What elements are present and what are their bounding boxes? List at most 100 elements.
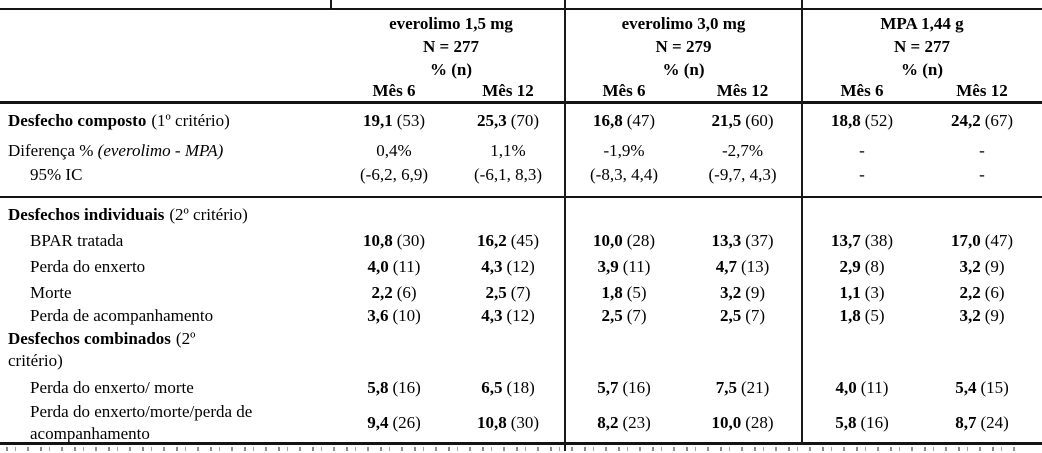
value-cell: 5,8 (16) bbox=[367, 378, 421, 397]
group-unit-label: % (n) bbox=[429, 60, 473, 79]
column-header-month6: Mês 6 bbox=[372, 81, 416, 100]
table-row-morte: Morte 2,2 (6) 2,5 (7) 1,8 (5) 3,2 (9) 1,1 (3)… bbox=[0, 280, 1042, 306]
value-cell: 0,4% bbox=[376, 141, 412, 160]
row-label: Desfecho composto (1º critério) bbox=[8, 111, 230, 130]
value-cell: -1,9% bbox=[603, 141, 645, 160]
row-label: 95% IC bbox=[30, 165, 83, 184]
table-row-perda-do-enxerto: Perda do enxerto 4,0 (11) 4,3 (12) 3,9 (11)… bbox=[0, 254, 1042, 280]
value-cell: 25,3 (70) bbox=[476, 111, 540, 130]
value-cell: 3,9 (11) bbox=[597, 257, 651, 276]
value-cell: 1,1% bbox=[490, 141, 526, 160]
value-cell: 7,5 (21) bbox=[715, 378, 770, 397]
value-cell: 2,5 (7) bbox=[485, 283, 531, 302]
group-sample-size: N = 277 bbox=[894, 37, 950, 56]
group-header-everolimo-3-0mg: everolimo 3,0 mg N = 279 % (n) bbox=[565, 12, 802, 81]
group-title: everolimo 1,5 mg bbox=[389, 14, 513, 33]
value-cell: (-6,2, 6,9) bbox=[360, 165, 428, 184]
row-label: Perda do enxerto/ morte bbox=[30, 378, 194, 397]
value-cell: 2,2 (6) bbox=[371, 283, 417, 302]
value-cell: 4,0 (11) bbox=[835, 378, 889, 397]
group-header-everolimo-1-5mg: everolimo 1,5 mg N = 277 % (n) bbox=[337, 12, 565, 81]
value-cell: (-9,7, 4,3) bbox=[708, 165, 777, 184]
value-cell: 16,2 (45) bbox=[476, 231, 540, 250]
group-unit-label: % (n) bbox=[662, 60, 705, 79]
value-cell: 2,5 (7) bbox=[601, 306, 647, 325]
row-label: Morte bbox=[30, 283, 72, 302]
value-cell: 4,3 (12) bbox=[481, 306, 535, 325]
value-cell: 5,8 (16) bbox=[835, 413, 889, 432]
table-row-desfecho-composto: Desfecho composto (1º critério) 19,1 (53) … bbox=[0, 104, 1042, 138]
value-cell: 2,2 (6) bbox=[959, 283, 1005, 302]
clipped-footnote-text-tops bbox=[6, 447, 1016, 451]
row-label: BPAR tratada bbox=[30, 231, 124, 250]
value-cell: 4,3 (12) bbox=[481, 257, 535, 276]
table-bottom-rule bbox=[0, 442, 1042, 445]
value-cell: - bbox=[979, 141, 985, 160]
month-header-row: Mês 6 Mês 12 Mês 6 Mês 12 Mês 6 Mês 12 bbox=[0, 79, 1042, 103]
value-cell: 21,5 (60) bbox=[711, 111, 774, 130]
column-header-month12: Mês 12 bbox=[716, 81, 769, 100]
value-cell: 10,0 (28) bbox=[592, 231, 656, 250]
value-cell: 3,2 (9) bbox=[959, 257, 1005, 276]
group-separator-1 bbox=[564, 0, 566, 451]
group-sample-size: N = 277 bbox=[423, 37, 479, 56]
value-cell: - bbox=[859, 141, 865, 160]
value-cell: - bbox=[859, 165, 865, 184]
table-top-rule bbox=[0, 8, 1042, 10]
section-label: Desfechos combinados (2º critério) bbox=[8, 329, 196, 370]
column-header-month12: Mês 12 bbox=[956, 81, 1008, 100]
label-column-border-tick bbox=[330, 0, 332, 9]
table-row-perda-de-acompanhamento: Perda de acompanhamento 3,6 (10) 4,3 (12) … bbox=[0, 303, 1042, 329]
group-header-mpa-1-44g: MPA 1,44 g N = 277 % (n) bbox=[802, 12, 1042, 81]
value-cell: 1,8 (5) bbox=[601, 283, 647, 302]
column-header-month6: Mês 6 bbox=[602, 81, 646, 100]
value-cell: 18,8 (52) bbox=[830, 111, 894, 130]
value-cell: - bbox=[979, 165, 985, 184]
value-cell: 19,1 (53) bbox=[362, 111, 426, 130]
value-cell: 2,9 (8) bbox=[839, 257, 885, 276]
value-cell: 4,0 (11) bbox=[367, 257, 421, 276]
value-cell: 3,2 (9) bbox=[719, 283, 766, 302]
group-title: everolimo 3,0 mg bbox=[621, 14, 746, 33]
value-cell: 24,2 (67) bbox=[950, 111, 1014, 130]
table-row-bpar-tratada: BPAR tratada 10,8 (30) 16,2 (45) 10,0 (28) … bbox=[0, 228, 1042, 254]
value-cell: 13,7 (38) bbox=[830, 231, 894, 250]
value-cell: 1,8 (5) bbox=[839, 306, 885, 325]
table-row-desfechos-individuais: Desfechos individuais (2º critério) bbox=[0, 202, 1042, 228]
value-cell: 3,2 (9) bbox=[959, 306, 1005, 325]
value-cell: 2,5 (7) bbox=[719, 306, 766, 325]
table-row-perda-enxerto-morte: Perda do enxerto/ morte 5,8 (16) 6,5 (18) … bbox=[0, 375, 1042, 401]
value-cell: 8,2 (23) bbox=[597, 413, 651, 432]
row-label: Perda de acompanhamento bbox=[30, 306, 214, 325]
table-row-perda-enxerto-morte-acompanhamento: Perda do enxerto/morte/perda de acompanh… bbox=[0, 401, 1042, 443]
value-cell: 4,7 (13) bbox=[715, 257, 770, 276]
value-cell: 13,3 (37) bbox=[711, 231, 774, 250]
value-cell: 10,8 (30) bbox=[362, 231, 426, 250]
group-sample-size: N = 279 bbox=[655, 37, 712, 56]
table-row-desfechos-combinados: Desfechos combinados (2º critério) bbox=[0, 328, 1042, 374]
table-header-rule bbox=[0, 101, 1042, 104]
section-label: Desfechos individuais (2º critério) bbox=[8, 205, 248, 224]
group-title: MPA 1,44 g bbox=[880, 14, 964, 33]
row-label: Perda do enxerto bbox=[30, 257, 146, 276]
value-cell: 10,8 (30) bbox=[476, 413, 540, 432]
column-header-month12: Mês 12 bbox=[482, 81, 534, 100]
value-cell: 5,7 (16) bbox=[597, 378, 651, 397]
value-cell: 17,0 (47) bbox=[950, 231, 1014, 250]
value-cell: 3,6 (10) bbox=[367, 306, 421, 325]
column-header-month6: Mês 6 bbox=[840, 81, 884, 100]
group-unit-label: % (n) bbox=[900, 60, 944, 79]
table-row-diferenca: Diferença % (everolimo - MPA) 0,4% 1,1% … bbox=[0, 140, 1042, 162]
row-label: Perda do enxerto/morte/perda de acompanh… bbox=[30, 402, 253, 443]
value-cell: 9,4 (26) bbox=[367, 413, 421, 432]
table-section-rule bbox=[0, 196, 1042, 198]
value-cell: 8,7 (24) bbox=[955, 413, 1009, 432]
value-cell: 1,1 (3) bbox=[839, 283, 885, 302]
table-row-95-ic: 95% IC (-6,2, 6,9) (-6,1, 8,3) (-8,3, 4,… bbox=[0, 162, 1042, 188]
value-cell: (-8,3, 4,4) bbox=[590, 165, 658, 184]
group-separator-2 bbox=[801, 0, 803, 445]
value-cell: -2,7% bbox=[721, 141, 764, 160]
value-cell: 6,5 (18) bbox=[481, 378, 535, 397]
value-cell: 16,8 (47) bbox=[592, 111, 656, 130]
